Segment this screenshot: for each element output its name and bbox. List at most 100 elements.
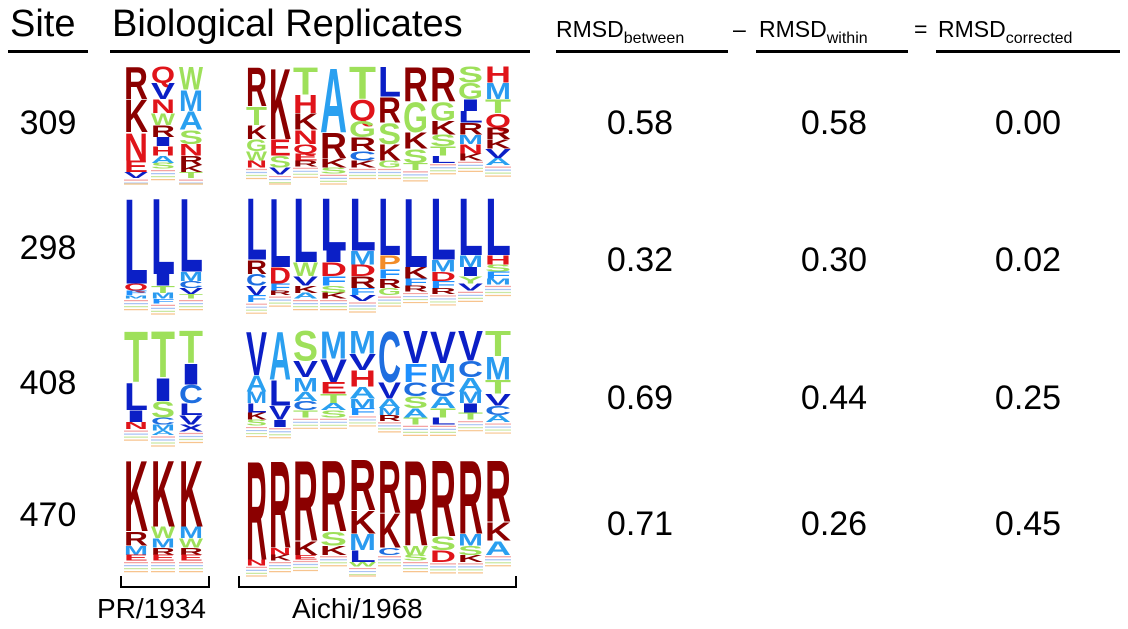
logo-letter: S (458, 62, 483, 88)
logo-letter: C (293, 398, 318, 413)
logo-letter: M (151, 292, 175, 301)
logo-letter: S (246, 418, 267, 427)
logo-letter: K (293, 109, 318, 135)
logo-letter: T (485, 377, 511, 399)
logo-letter: F (269, 281, 291, 292)
logo-letter: A (246, 370, 267, 396)
logo-letter: M (458, 389, 483, 407)
logo-letter: T (349, 57, 376, 109)
logo-letter: L (246, 401, 267, 416)
logo-letter: R (124, 527, 148, 549)
logo-letter: S (179, 127, 203, 149)
logo-letter: I (151, 371, 175, 408)
logo-letter: K (293, 284, 319, 295)
rmsd-between-value: 0.69 (606, 379, 674, 417)
site-label-470: 470 (19, 496, 77, 534)
logo-letter: I (179, 358, 203, 391)
logo-letter: L (485, 181, 511, 273)
logo-letter: T (179, 171, 204, 180)
logo-letter: C (403, 379, 428, 401)
logo-letter: D (349, 262, 376, 280)
logo-letter: M (430, 359, 456, 388)
logo-letter: F (246, 294, 267, 305)
logo-letter: S (485, 263, 511, 274)
logo-letter: I (458, 264, 483, 279)
logo-letter: C (179, 380, 203, 409)
logo-letter: E (124, 553, 148, 562)
logo-letter: S (320, 166, 347, 175)
logo-letter: L (378, 180, 401, 273)
logo-letter: T (151, 319, 175, 392)
logo-letter: R (430, 286, 456, 295)
rmsd-within-value: 0.30 (800, 241, 868, 279)
logo-letter: R (378, 413, 401, 422)
logo-letter: I (151, 271, 175, 289)
logo-letter: F (403, 359, 428, 388)
logo-letter: A (430, 393, 456, 411)
logo-letter: D (269, 263, 291, 289)
rmsd-corrected-header: RMSDcorrected (938, 16, 1073, 47)
logo-letter: K (349, 158, 376, 169)
logo-letter: W (246, 148, 268, 163)
logo-letter: D (430, 269, 456, 284)
rmsd-within-value: 0.26 (800, 505, 868, 543)
logo-letter: L (430, 179, 456, 278)
logo-letter: K (458, 553, 484, 564)
logo-letter: R (378, 91, 401, 131)
logo-letter: V (179, 412, 203, 427)
logo-letter: E (124, 158, 148, 176)
logo-letter: M (485, 350, 511, 387)
logo-letter: I (458, 401, 483, 416)
pr1934-bracket (120, 576, 210, 588)
logo-letter: V (293, 274, 318, 288)
logo-letter: I (269, 418, 291, 429)
logo-letter: V (179, 286, 204, 295)
logo-letter: R (349, 274, 376, 292)
rmsd-between-header: RMSDbetween (556, 16, 685, 47)
logo-letter: F (320, 274, 347, 289)
logo-letter: L (124, 174, 148, 310)
logo-letter: C (378, 546, 401, 557)
replicates-header-rule (110, 50, 530, 53)
logo-letter: R (151, 122, 175, 141)
logo-letter: R (293, 436, 318, 565)
logo-letter: R (458, 438, 483, 556)
logo-letter: R (349, 134, 376, 156)
logo-letter: R (378, 277, 402, 292)
logo-letter: C (485, 403, 511, 418)
logo-letter: N (124, 125, 148, 169)
logo-letter: R (403, 59, 428, 113)
logo-letter: C (458, 357, 483, 383)
strain-label-aichi1968: Aichi/1968 (292, 593, 423, 624)
logo-letter: E (179, 553, 203, 562)
logo-letter: V (403, 321, 428, 372)
logo-letter: G (403, 94, 428, 141)
logo-letter: R (320, 441, 347, 554)
logo-letter: L (378, 59, 401, 107)
logo-letter: E (269, 135, 291, 161)
logo-letter: T (403, 161, 428, 172)
aichi1968-bracket (238, 576, 517, 588)
logo-letter: D (320, 259, 347, 281)
rmsd-within-rule (756, 50, 908, 53)
logo-letter: I (320, 247, 347, 265)
logo-letter: F (349, 286, 376, 297)
logo-letter: K (485, 516, 511, 546)
logo-letter: S (151, 398, 175, 423)
logo-letter: R (485, 443, 511, 541)
logo-letter: V (151, 79, 175, 104)
logo-letter: A (485, 156, 511, 167)
logo-letter: F (485, 270, 511, 281)
logo-letter: K (151, 442, 175, 547)
logo-letter: I (458, 96, 483, 115)
logo-letter: A (349, 384, 376, 402)
logo-letter: M (320, 322, 347, 367)
rmsd-corrected-value: 0.02 (994, 241, 1062, 279)
rmsd-corrected-rule (936, 50, 1120, 53)
logo-letter: L (458, 180, 483, 272)
logo-letter: S (430, 132, 456, 150)
logo-letter: R (349, 446, 376, 526)
logo-letter: C (430, 379, 456, 401)
site-label-309: 309 (19, 104, 77, 142)
logo-letter: S (320, 527, 347, 549)
